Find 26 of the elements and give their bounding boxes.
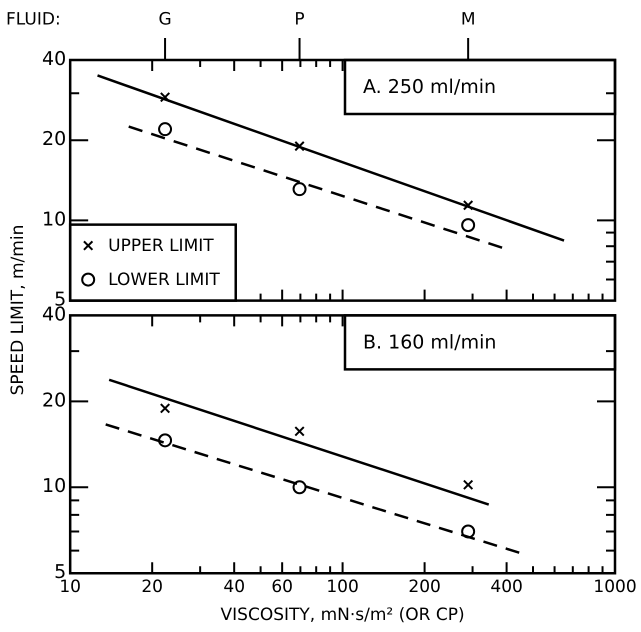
text: A. 250 ml/min (363, 76, 496, 98)
y-tick-label: 10 (42, 475, 66, 498)
text: B. 160 ml/min (363, 331, 496, 354)
x-tick-label: 400 (490, 576, 523, 597)
x-tick-label: 1000 (593, 576, 637, 597)
point (461, 218, 476, 232)
legend-label: UPPER LIMIT (108, 236, 214, 256)
annotation: G (158, 9, 172, 30)
legend-label: LOWER LIMIT (108, 270, 220, 290)
x-tick-label: 100 (326, 576, 359, 597)
y-tick-label: 20 (42, 128, 66, 150)
y-tick-label: 40 (42, 48, 66, 70)
text: FLUID: (6, 9, 61, 30)
x-tick-label: 200 (408, 576, 441, 597)
x-tick-label: 40 (223, 576, 246, 597)
y-tick-label: 20 (42, 389, 66, 412)
x-tick-label: 60 (271, 576, 293, 597)
point (462, 200, 474, 210)
x-axis-title: VISCOSITY, mN·s/m² (OR CP) (220, 605, 465, 626)
annotation: M (460, 9, 476, 30)
point (160, 92, 170, 102)
x-tick-label: 20 (141, 576, 163, 597)
y-tick-label: 10 (42, 208, 66, 230)
annotation: P (294, 9, 305, 30)
y-axis-title: SPEED LIMIT, m/min (8, 224, 28, 398)
point (158, 122, 172, 136)
